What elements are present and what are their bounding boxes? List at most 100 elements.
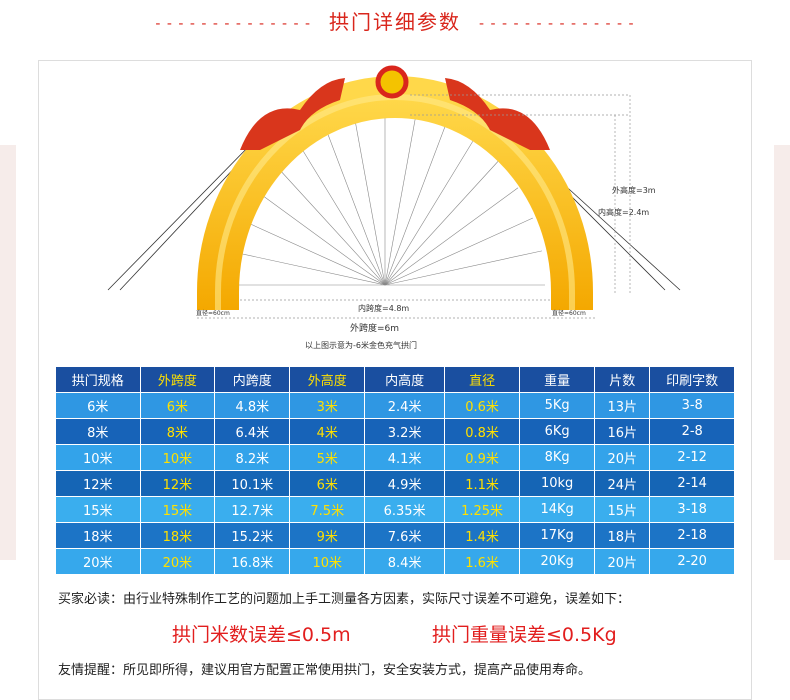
- cell: 10.1米: [214, 470, 291, 497]
- header-cell: 外跨度: [139, 366, 216, 393]
- header-cell: 印刷字数: [649, 366, 735, 393]
- header-cell: 内跨度: [214, 366, 291, 393]
- cell: 18片: [594, 522, 651, 549]
- cell: 18米: [55, 522, 141, 549]
- spoke: [384, 217, 533, 286]
- header-cell: 外高度: [289, 366, 366, 393]
- header-row: 拱门规格 外跨度 内跨度 外高度 内高度 直径 重量 片数 印刷字数: [55, 366, 735, 393]
- notice: 买家必读：由行业特殊制作工艺的问题加上手工测量各方因素，实际尺寸误差不可避免，误…: [58, 592, 631, 607]
- cell: 10米: [55, 444, 141, 471]
- caption: 以上图示意为-6米金色充气拱门: [305, 340, 417, 350]
- cell: 8.2米: [214, 444, 291, 471]
- spoke: [384, 161, 499, 286]
- cell: 20片: [594, 548, 651, 575]
- cell: 4.1米: [364, 444, 446, 471]
- cell: 24片: [594, 470, 651, 497]
- label: 直径=60cm: [196, 309, 230, 317]
- cell: 0.9米: [444, 444, 521, 471]
- cell: 8.4米: [364, 548, 446, 575]
- cell: 4米: [289, 418, 366, 445]
- cell: 9米: [289, 522, 366, 549]
- spoke: [384, 139, 475, 286]
- cell: 10kg: [519, 470, 596, 497]
- cell: 16.8米: [214, 548, 291, 575]
- row: 15米 15米 12.7米 7.5米 6.35米 1.25米 14Kg 15片 3-18: [55, 496, 735, 523]
- side-bar: [774, 145, 790, 560]
- cell: 10米: [289, 548, 366, 575]
- spoke: [384, 123, 447, 286]
- cell: 17Kg: [519, 522, 596, 549]
- cell: 6米: [55, 392, 141, 419]
- cell: 15片: [594, 496, 651, 523]
- cell: 18米: [139, 522, 216, 549]
- cell: 14Kg: [519, 496, 596, 523]
- label: 外跨度=6m: [350, 322, 399, 334]
- cell: 20米: [139, 548, 216, 575]
- cell: 8米: [55, 418, 141, 445]
- spoke: [384, 113, 417, 286]
- label: 外高度=3m: [612, 185, 656, 195]
- page: {"title":"拱门详细参数","dashes":"- - - - - - …: [0, 10, 790, 700]
- dash: - - - - - - - - - - - - - -: [479, 15, 635, 32]
- row: 18米 18米 15.2米 9米 7.6米 1.4米 17Kg 18片 2-18: [55, 522, 735, 549]
- cell: 6.35米: [364, 496, 446, 523]
- cell: 4.8米: [214, 392, 291, 419]
- cell: 12米: [55, 470, 141, 497]
- label: 直径=60cm: [552, 309, 586, 317]
- cell: 0.6米: [444, 392, 521, 419]
- header-cell: 拱门规格: [55, 366, 141, 393]
- cell: 2-14: [649, 470, 735, 497]
- cell: 20米: [55, 548, 141, 575]
- cell: 0.8米: [444, 418, 521, 445]
- row: 8米 8米 6.4米 4米 3.2米 0.8米 6Kg 16片 2-8: [55, 418, 735, 445]
- cell: 2-18: [649, 522, 735, 549]
- cell: 20Kg: [519, 548, 596, 575]
- error-weight: 拱门重量误差≤0.5Kg: [432, 624, 617, 646]
- cell: 8Kg: [519, 444, 596, 471]
- spoke: [384, 187, 519, 286]
- cell: 1.6米: [444, 548, 521, 575]
- cell: 3-8: [649, 392, 735, 419]
- cell: 6.4米: [214, 418, 291, 445]
- cell: 15米: [139, 496, 216, 523]
- cell: 2-20: [649, 548, 735, 575]
- spec-table: 拱门规格 外跨度 内跨度 外高度 内高度 直径 重量 片数 印刷字数 6米 6米 4.8米 3米 2.4米…: [55, 366, 735, 575]
- spoke: [271, 161, 386, 286]
- row: 10米 10米 8.2米 5米 4.1米 0.9米 8Kg 20片 2-12: [55, 444, 735, 471]
- header-cell: 片数: [594, 366, 651, 393]
- cell: 2-12: [649, 444, 735, 471]
- cell: 12.7米: [214, 496, 291, 523]
- label: 内跨度=4.8m: [358, 303, 409, 313]
- cell: 5米: [289, 444, 366, 471]
- spoke: [295, 139, 386, 286]
- title-text: 拱门详细参数: [329, 10, 461, 34]
- arch-diagram: 外高度=3m 内高度=2.4m 内跨度=4.8m 外跨度=6m 以上图示意为-6…: [107, 65, 681, 350]
- cell: 3-18: [649, 496, 735, 523]
- cell: 16片: [594, 418, 651, 445]
- cell: 15.2米: [214, 522, 291, 549]
- cell: 20片: [594, 444, 651, 471]
- spoke: [323, 123, 386, 286]
- cell: 8米: [139, 418, 216, 445]
- header-cell: 重量: [519, 366, 596, 393]
- dash: - - - - - - - - - - - - - -: [155, 15, 311, 32]
- reminder: 友情提醒：所见即所得，建议用官方配置正常使用拱门，安全安装方式，提高产品使用寿命…: [58, 663, 592, 678]
- cell: 2-8: [649, 418, 735, 445]
- spoke: [384, 250, 542, 286]
- side-bar: [0, 145, 16, 560]
- cell: 4.9米: [364, 470, 446, 497]
- spoke: [228, 250, 386, 286]
- cell: 7.6米: [364, 522, 446, 549]
- cell: 13片: [594, 392, 651, 419]
- header-cell: 直径: [444, 366, 521, 393]
- cell: 1.25米: [444, 496, 521, 523]
- cell: 3.2米: [364, 418, 446, 445]
- cell: 12米: [139, 470, 216, 497]
- cell: 7.5米: [289, 496, 366, 523]
- spoke: [237, 217, 386, 286]
- cell: 3米: [289, 392, 366, 419]
- cell: 15米: [55, 496, 141, 523]
- cell: 6米: [289, 470, 366, 497]
- header-cell: 内高度: [364, 366, 446, 393]
- row: 20米 20米 16.8米 10米 8.4米 1.6米 20Kg 20片 2-20: [55, 548, 735, 575]
